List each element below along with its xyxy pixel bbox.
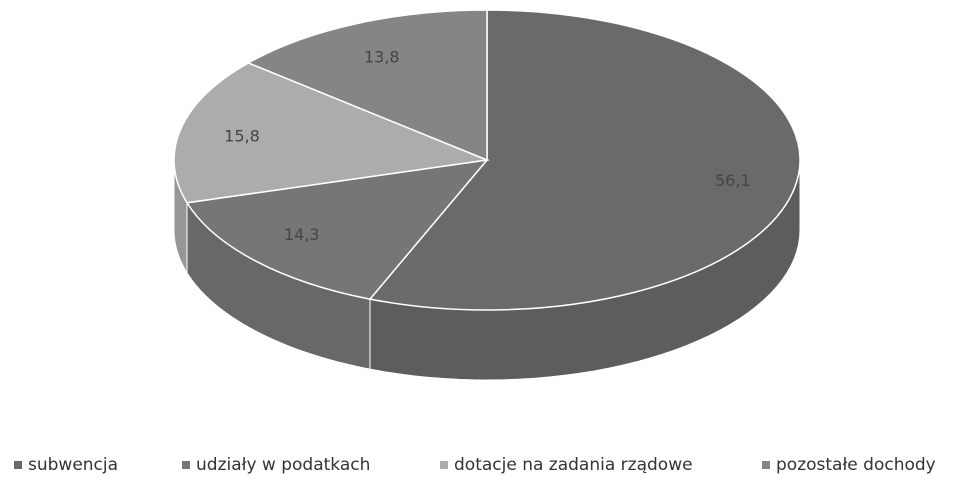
pie-slice	[246, 9, 488, 162]
legend-swatch	[440, 461, 448, 469]
legend-swatch	[14, 461, 22, 469]
legend-label: pozostałe dochody	[776, 455, 936, 475]
pie-slice	[173, 62, 490, 204]
data-label: 15,8	[224, 126, 260, 145]
pie-slice	[185, 158, 489, 300]
data-label: 14,3	[284, 225, 320, 244]
legend-swatch	[182, 461, 190, 469]
legend-label: udziały w podatkach	[196, 455, 370, 475]
data-label: 56,1	[715, 171, 751, 190]
legend-label: dotacje na zadania rządowe	[454, 455, 693, 475]
data-label: 13,8	[364, 47, 400, 66]
pie-slice	[368, 9, 801, 311]
legend-label: subwencja	[28, 455, 118, 475]
legend-swatch	[762, 461, 770, 469]
